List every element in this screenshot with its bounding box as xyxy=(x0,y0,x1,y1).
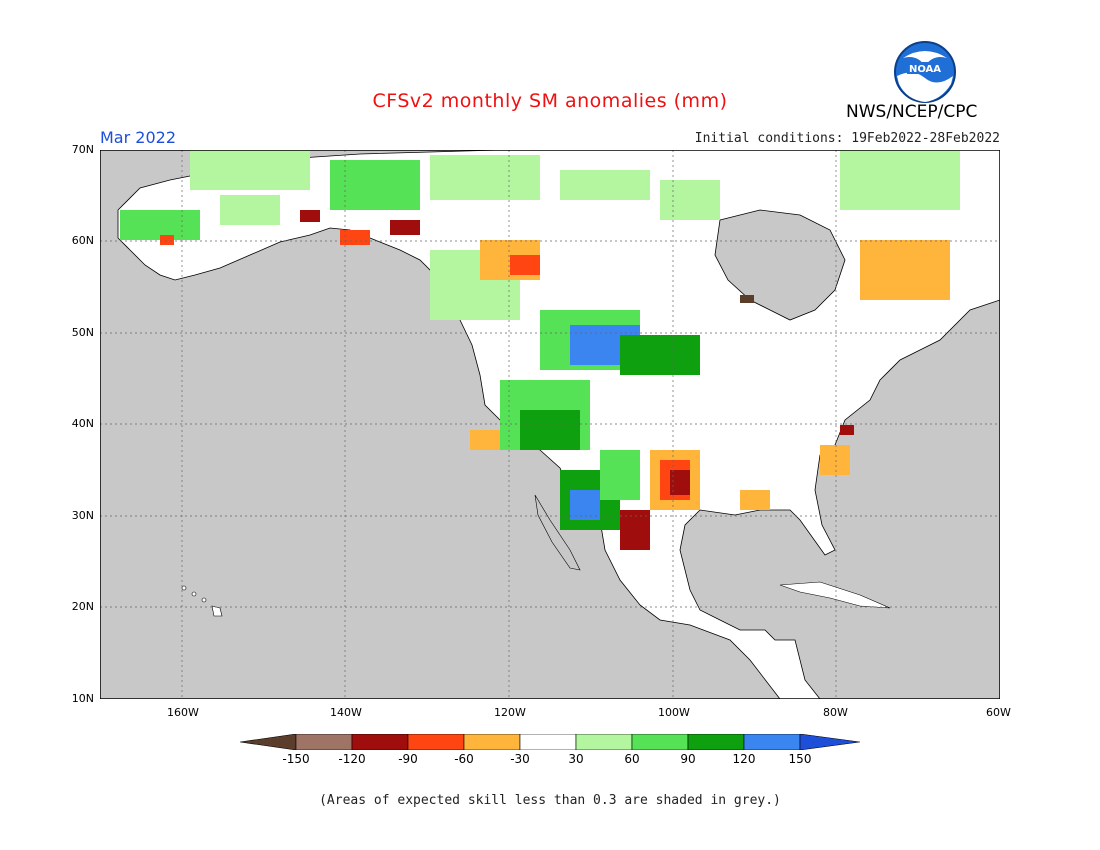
agency-label: NWS/NCEP/CPC xyxy=(846,102,978,122)
lat-label-40n: 40N xyxy=(71,417,94,430)
initial-conditions-label: Initial conditions: 19Feb2022-28Feb2022 xyxy=(694,131,1000,146)
soil-moisture-map xyxy=(100,150,1000,699)
lat-label-20n: 20N xyxy=(71,600,94,613)
lon-label-80w: 80W xyxy=(823,706,848,719)
hawaii-islands xyxy=(181,585,223,617)
colorbar-legend xyxy=(240,734,860,750)
lon-label-120w: 120W xyxy=(494,706,526,719)
map-title: CFSv2 monthly SM anomalies (mm) xyxy=(372,90,728,112)
lat-label-50n: 50N xyxy=(71,326,94,339)
colorbar-label: -150 xyxy=(282,752,310,766)
graticule xyxy=(100,150,1000,699)
svg-text:NOAA: NOAA xyxy=(909,64,941,75)
lon-label-100w: 100W xyxy=(658,706,690,719)
colorbar-label: -30 xyxy=(510,752,530,766)
lat-label-10n: 10N xyxy=(71,692,94,705)
lat-label-60n: 60N xyxy=(71,234,94,247)
colorbar-label: 90 xyxy=(680,752,696,766)
colorbar-label: 150 xyxy=(788,752,812,766)
lon-label-140w: 140W xyxy=(330,706,362,719)
forecast-month: Mar 2022 xyxy=(100,128,176,147)
colorbar-label: 120 xyxy=(732,752,756,766)
lat-label-70n: 70N xyxy=(71,143,94,156)
hudson-bay xyxy=(714,209,846,321)
gulf-of-california xyxy=(534,494,581,571)
anomaly-cells xyxy=(120,150,960,550)
noaa-logo-icon: NOAA xyxy=(894,41,956,103)
colorbar-label: 60 xyxy=(624,752,640,766)
lon-label-60w: 60W xyxy=(986,706,1011,719)
lat-label-30n: 30N xyxy=(71,509,94,522)
colorbar-label: -120 xyxy=(338,752,366,766)
skill-footnote: (Areas of expected skill less than 0.3 a… xyxy=(319,793,781,808)
colorbar-label: 30 xyxy=(568,752,584,766)
colorbar-label: -90 xyxy=(398,752,418,766)
lon-label-160w: 160W xyxy=(167,706,199,719)
colorbar-label: -60 xyxy=(454,752,474,766)
